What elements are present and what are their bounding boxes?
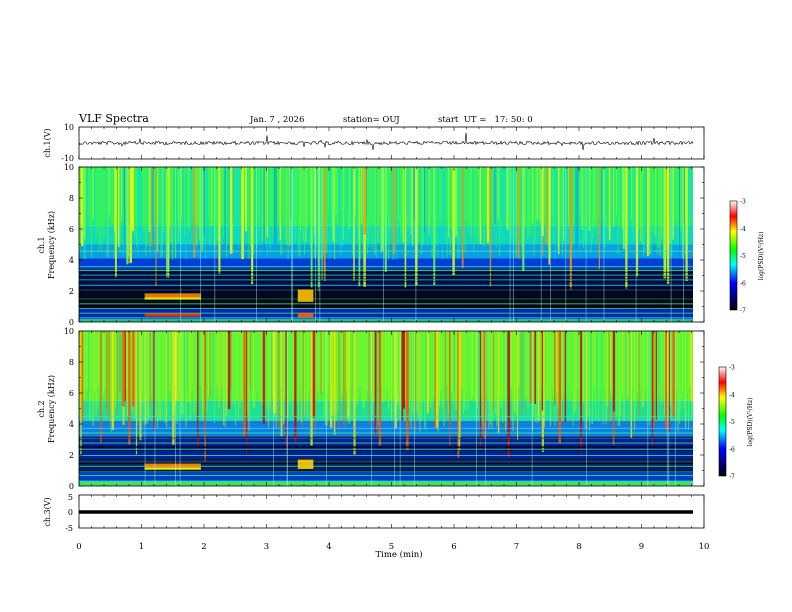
x-tick-label: 3 xyxy=(264,542,269,552)
x-tick-label: 10 xyxy=(699,542,710,552)
ch1-spec-ytick-label: 8 xyxy=(69,194,74,203)
ch2-colorbar-tick: -7 xyxy=(729,474,735,481)
ch1-colorbar-tick: -4 xyxy=(740,226,746,233)
ch3-ylabel: ch.3(V) xyxy=(43,497,52,526)
ch1-ylabel: ch.1(V) xyxy=(43,128,52,157)
figure-start-time: start UT = 17: 50: 0 xyxy=(438,115,533,125)
ch1-spec-ylabel: ch.1 xyxy=(37,236,46,253)
figure-date: Jan. 7 , 2026 xyxy=(249,115,305,125)
figure-title: VLF Spectra xyxy=(78,112,149,125)
ch1-spec-freq-label: Frequency (kHz) xyxy=(47,211,56,279)
x-tick-label: 0 xyxy=(76,542,81,552)
ch2-colorbar: -3 -4 -5 -6 -7 log(PSD)(V²/Hz) xyxy=(718,365,754,481)
x-tick-label: 6 xyxy=(451,542,456,552)
ch2-spectrogram-image xyxy=(79,331,704,486)
x-tick-label: 2 xyxy=(201,542,206,552)
ch2-colorbar-tick: -3 xyxy=(729,365,735,372)
ch2-spec-ytick-label: 10 xyxy=(64,327,74,336)
ch2-colorbar-label: log(PSD)(V²/Hz) xyxy=(747,398,754,447)
x-tick-label: 1 xyxy=(139,542,144,552)
x-axis-label: Time (min) xyxy=(375,549,422,560)
x-tick-label: 5 xyxy=(389,542,394,552)
x-tick-label: 9 xyxy=(639,542,644,552)
ch1-colorbar-label: log(PSD)(V²/Hz) xyxy=(758,232,765,281)
ch1-ytick-top: 10 xyxy=(64,123,74,132)
ch1-spec-ytick-label: 0 xyxy=(69,318,74,327)
ch1-waveform-panel: 10 -10 ch.1(V) xyxy=(43,123,705,163)
ch1-spec-ytick-label: 4 xyxy=(69,256,74,265)
ch1-spec-x-ticks xyxy=(78,166,705,323)
ch1-spec-ytick-label: 10 xyxy=(64,163,74,172)
ch1-waveform-trace xyxy=(78,132,694,151)
ch2-spec-ytick-label: 8 xyxy=(69,358,74,367)
ch3-ytick-bottom: -5 xyxy=(65,524,73,533)
ch1-colorbar-tick: -5 xyxy=(740,253,746,260)
ch2-spec-freq-label: Frequency (kHz) xyxy=(47,375,56,443)
ch2-colorbar-tick: -4 xyxy=(729,392,735,399)
ch2-spec-ytick-label: 6 xyxy=(69,389,74,398)
ch1-spec-ytick-label: 2 xyxy=(69,287,74,296)
ch1-colorbar-tick: -3 xyxy=(740,199,746,206)
ch3-x-ticks xyxy=(78,495,705,528)
ch1-colorbar-tick: -6 xyxy=(740,280,746,287)
ch1-spectrogram-panel: 0 2 4 6 8 10 ch.1 Frequency (kHz) xyxy=(37,163,705,327)
ch1-colorbar: -3 -4 -5 -6 -7 log(PSD)(V²/Hz) xyxy=(729,199,765,315)
ch2-spectrogram-panel: 0 2 4 6 8 10 ch.2 Frequency (kHz) xyxy=(37,327,705,491)
ch2-spec-ytick-label: 0 xyxy=(69,482,74,491)
ch2-spec-ytick-label: 4 xyxy=(69,420,74,429)
figure-station: station= OUJ xyxy=(343,115,400,125)
ch2-colorbar-tick: -5 xyxy=(729,419,735,426)
ch2-colorbar-tick: -6 xyxy=(729,446,735,453)
ch3-waveform-panel: 5 0 -5 ch.3(V) xyxy=(43,493,705,533)
ch1-spec-ytick-label: 6 xyxy=(69,225,74,234)
ch1-x-ticks xyxy=(78,127,705,159)
ch3-ytick-top: 5 xyxy=(68,493,73,502)
x-tick-label: 7 xyxy=(514,542,519,552)
ch2-spec-x-ticks xyxy=(78,330,705,487)
ch1-spectrogram-image xyxy=(79,167,704,322)
ch1-ytick-bottom: -10 xyxy=(61,154,74,163)
ch1-colorbar-tick: -7 xyxy=(740,308,746,315)
ch2-spec-ytick-label: 2 xyxy=(69,451,74,460)
ch3-ytick-mid: 0 xyxy=(68,508,73,517)
x-tick-label: 8 xyxy=(576,542,581,552)
x-axis-tick-labels: 0 1 2 3 4 5 6 7 8 9 10 xyxy=(76,542,709,552)
x-tick-label: 4 xyxy=(326,542,331,552)
ch2-spec-ylabel: ch.2 xyxy=(37,400,46,417)
